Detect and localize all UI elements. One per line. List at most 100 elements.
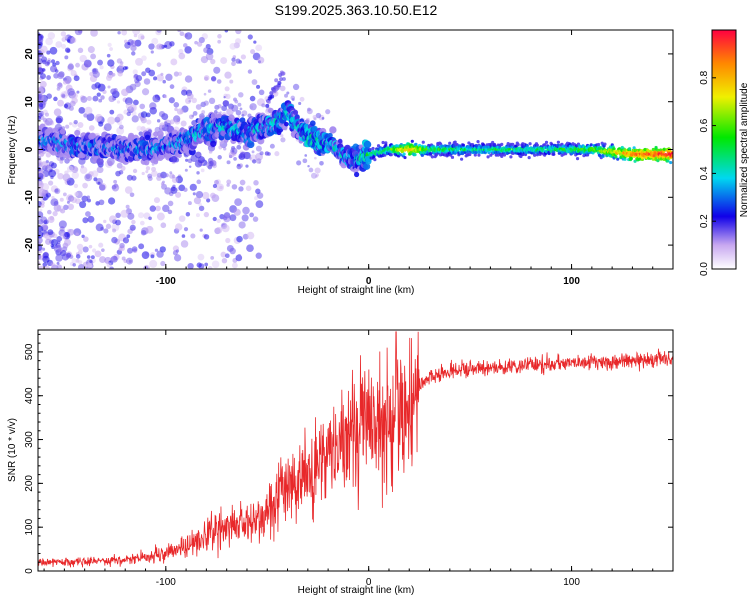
noise-blob	[231, 104, 239, 112]
ridge-cell	[492, 142, 497, 147]
ridge-cell	[601, 153, 605, 158]
ridge-cell	[368, 147, 372, 152]
noise-blob	[121, 30, 128, 36]
noise-blob	[156, 43, 163, 50]
noise-blob	[71, 171, 79, 179]
noise-blob	[101, 248, 105, 252]
ridge-cell	[603, 142, 607, 146]
noise-blob	[229, 214, 237, 222]
noise-blob	[45, 37, 53, 46]
noise-blob	[91, 83, 98, 90]
noise-blob	[161, 180, 165, 184]
noise-blob	[245, 164, 249, 168]
noise-blob	[108, 197, 116, 205]
ridge-cell	[552, 152, 556, 156]
noise-blob	[155, 205, 161, 212]
noise-blob	[206, 198, 211, 203]
noise-blob	[46, 93, 52, 100]
ridge-cell	[381, 140, 385, 145]
ridge-cell	[535, 143, 539, 147]
noise-blob	[156, 250, 164, 258]
ridge-cell	[270, 94, 275, 99]
noise-blob	[116, 113, 124, 121]
noise-blob	[204, 76, 209, 81]
spectrogram-x-label: Height of straight line (km)	[298, 285, 415, 296]
noise-blob	[90, 53, 97, 60]
spectrogram-ridge	[38, 70, 673, 178]
noise-blob	[96, 92, 101, 97]
noise-blob	[315, 112, 322, 119]
noise-blob	[55, 254, 63, 262]
noise-blob	[55, 41, 63, 48]
noise-blob	[64, 47, 71, 53]
noise-blob	[68, 105, 74, 111]
noise-blob	[138, 212, 145, 219]
ridge-cell	[206, 141, 212, 147]
noise-blob	[250, 49, 256, 55]
noise-blob	[256, 192, 264, 199]
noise-blob	[151, 166, 157, 172]
noise-blob	[158, 111, 166, 118]
noise-blob	[75, 232, 79, 237]
noise-blob	[109, 215, 117, 224]
noise-blob	[228, 151, 235, 158]
noise-blob	[167, 209, 173, 215]
noise-blob	[92, 70, 100, 78]
noise-blob	[127, 247, 133, 254]
noise-blob	[107, 59, 115, 67]
noise-blob	[188, 114, 194, 120]
noise-blob	[88, 244, 93, 249]
noise-blob	[107, 85, 111, 89]
noise-blob	[77, 47, 84, 54]
noise-blob	[54, 69, 59, 73]
noise-blob	[179, 31, 185, 37]
noise-blob	[48, 180, 54, 186]
noise-blob	[61, 94, 66, 98]
noise-blob	[135, 57, 143, 66]
ridge-cell	[353, 171, 360, 178]
noise-blob	[211, 76, 217, 82]
noise-blob	[86, 95, 92, 101]
noise-blob	[38, 115, 41, 120]
spectrogram-y-tick-label: -20	[24, 237, 35, 252]
spectrogram-y-tick-label: 10	[24, 96, 35, 108]
ridge-cell	[46, 127, 54, 134]
ridge-cell	[633, 159, 637, 163]
noise-blob	[172, 250, 178, 256]
noise-blob	[98, 242, 104, 248]
noise-blob	[235, 38, 242, 45]
ridge-cell	[327, 132, 333, 139]
noise-blob	[308, 167, 314, 173]
noise-blob	[84, 60, 92, 68]
noise-blob	[194, 40, 198, 45]
ridge-cell	[616, 157, 620, 161]
noise-blob	[97, 181, 101, 185]
noise-blob	[90, 30, 98, 37]
noise-blob	[255, 44, 263, 52]
noise-blob	[63, 238, 72, 246]
noise-blob	[240, 54, 246, 60]
noise-blob	[133, 33, 138, 38]
ridge-cell	[533, 153, 537, 157]
noise-blob	[162, 79, 166, 84]
noise-blob	[38, 67, 44, 75]
noise-blob	[140, 229, 147, 236]
noise-blob	[252, 159, 257, 164]
ridge-cell	[669, 160, 673, 165]
noise-blob	[133, 99, 139, 106]
noise-blob	[188, 99, 191, 103]
noise-blob	[72, 263, 76, 267]
noise-blob	[50, 162, 57, 169]
noise-blob	[40, 73, 46, 80]
snr-y-tick-label: 300	[24, 431, 35, 448]
snr-x-tick-label: 100	[563, 577, 580, 588]
noise-blob	[183, 227, 189, 232]
ridge-cell	[439, 142, 443, 146]
noise-blob	[95, 223, 104, 232]
noise-blob	[238, 186, 244, 192]
noise-blob	[53, 204, 62, 212]
noise-blob	[129, 224, 136, 231]
ridge-cell	[629, 156, 634, 161]
noise-blob	[131, 246, 138, 252]
